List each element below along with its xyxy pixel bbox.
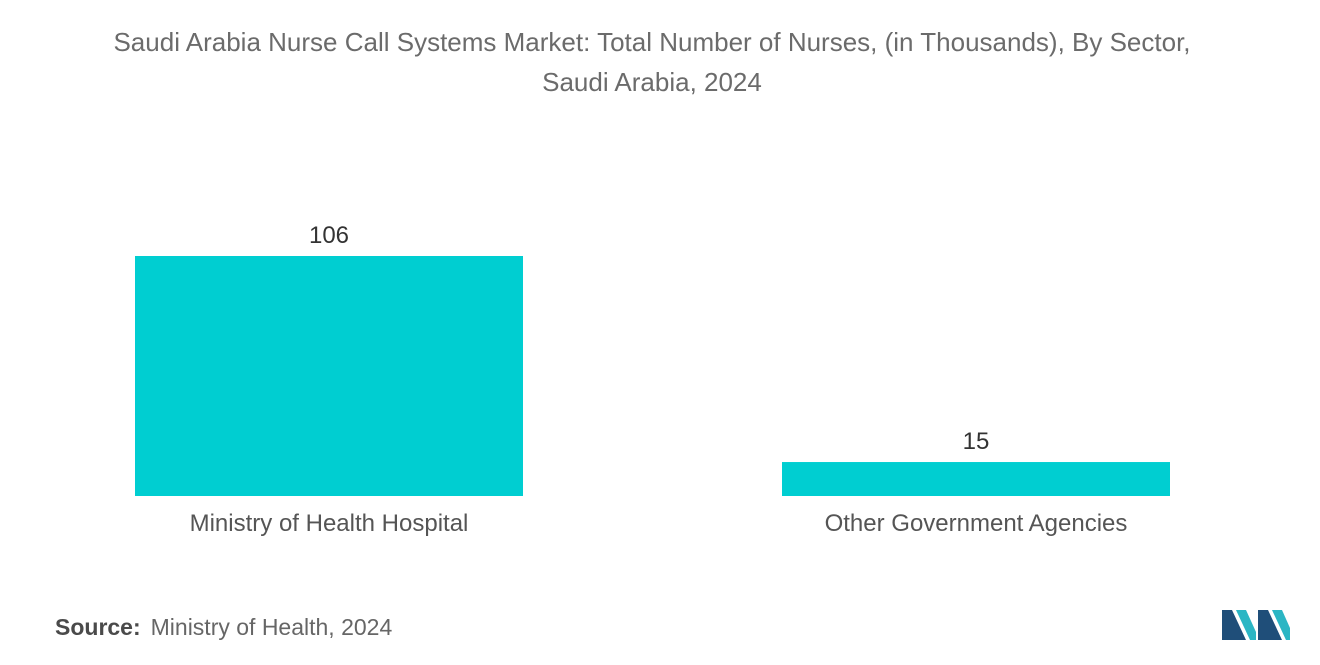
mordor-intelligence-logo-icon: [1222, 610, 1290, 640]
bar-0: [135, 256, 523, 496]
category-label-0: Ministry of Health Hospital: [190, 510, 469, 537]
chart-title-line-2: Saudi Arabia, 2024: [542, 67, 762, 97]
data-label-1: 15: [963, 428, 990, 455]
category-label-1: Other Government Agencies: [825, 510, 1128, 537]
data-label-0: 106: [309, 222, 349, 249]
bar-1: [782, 462, 1170, 496]
chart-title-line-1: Saudi Arabia Nurse Call Systems Market: …: [113, 27, 1191, 57]
source-note: Source: Ministry of Health, 2024: [55, 612, 392, 642]
chart-title: Saudi Arabia Nurse Call Systems Market: …: [0, 22, 1304, 102]
source-label: Source:: [55, 614, 141, 640]
source-text: Ministry of Health, 2024: [150, 614, 393, 640]
